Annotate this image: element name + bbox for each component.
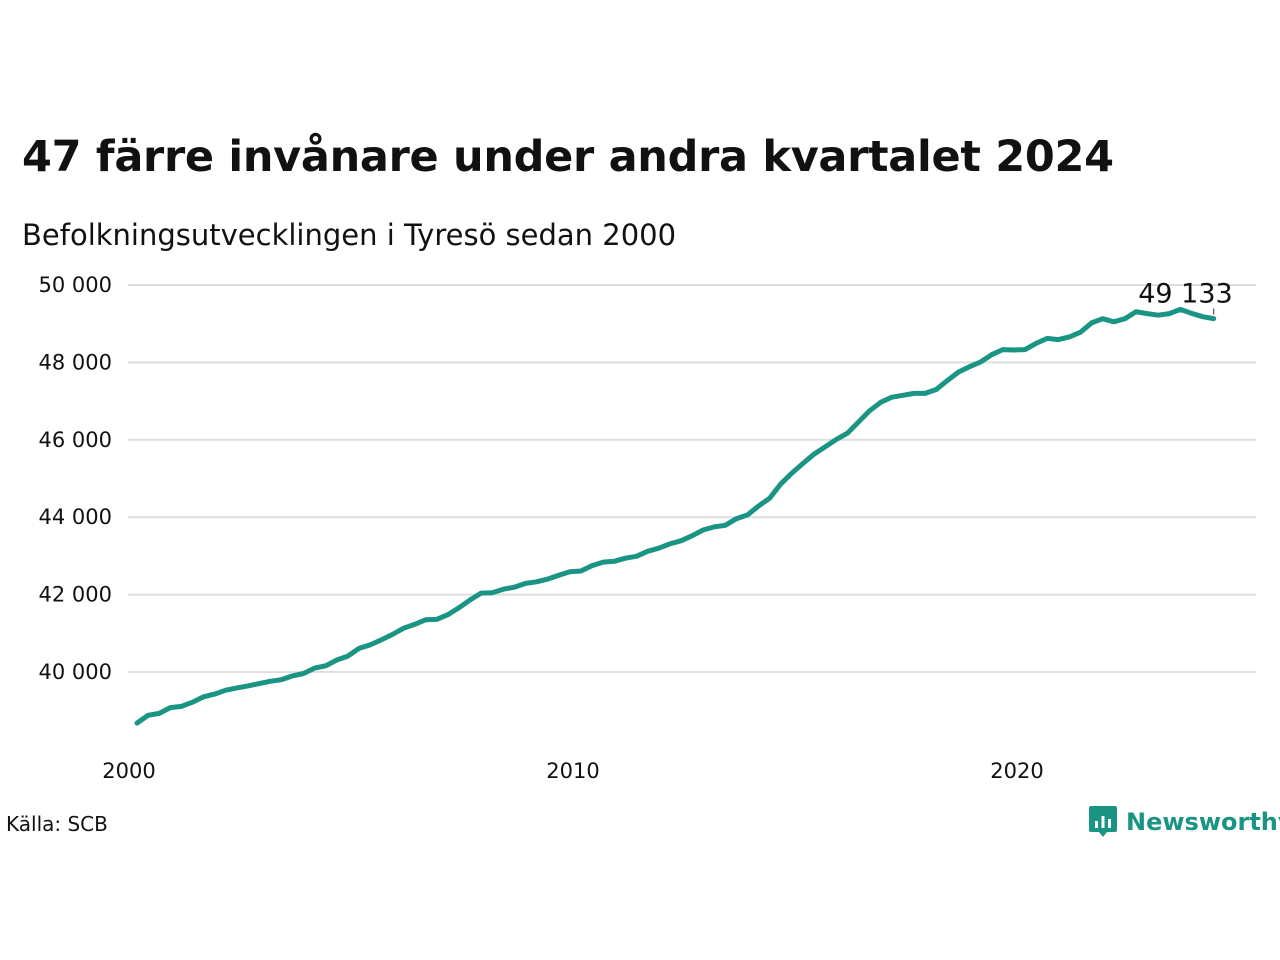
source-note: Källa: SCB bbox=[6, 812, 108, 836]
y-tick-label: 48 000 bbox=[39, 350, 112, 374]
end-labels: 49 133 bbox=[1138, 279, 1233, 315]
x-tick-label: 2020 bbox=[990, 759, 1043, 783]
y-tick-label: 46 000 bbox=[39, 428, 112, 452]
newsworthy-logo-icon bbox=[1089, 806, 1117, 837]
grid-lines bbox=[128, 284, 1256, 673]
y-axis-ticks: 40 000 42 000 44 000 46 000 48 000 50 000 bbox=[39, 273, 112, 684]
series-line bbox=[134, 306, 1217, 726]
y-tick-label: 44 000 bbox=[39, 505, 112, 529]
series-lines bbox=[134, 306, 1217, 726]
y-tick-label: 42 000 bbox=[39, 583, 112, 607]
brand-logo: Newsworthy bbox=[1088, 804, 1280, 840]
x-axis-ticks: 2000 2010 2020 bbox=[102, 759, 1043, 783]
y-tick-label: 50 000 bbox=[39, 273, 112, 297]
end-value-label: 49 133 bbox=[1138, 279, 1232, 310]
chart-title: 47 färre invånare under andra kvartalet … bbox=[22, 132, 1114, 182]
chart-subtitle: Befolkningsutvecklingen i Tyresö sedan 2… bbox=[22, 218, 677, 252]
brand-name: Newsworthy bbox=[1126, 808, 1280, 836]
x-tick-label: 2000 bbox=[102, 759, 155, 783]
y-tick-label: 40 000 bbox=[39, 660, 112, 684]
x-tick-label: 2010 bbox=[546, 759, 599, 783]
